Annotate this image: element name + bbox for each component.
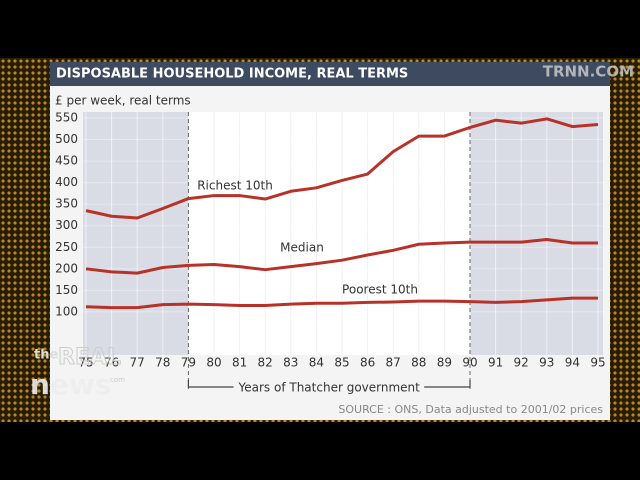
x-tick-label: 89: [437, 356, 452, 370]
x-tick-label: 81: [232, 356, 247, 370]
x-tick-label: 94: [565, 356, 580, 370]
x-tick-label: 86: [360, 356, 375, 370]
x-tick-label: 78: [155, 356, 170, 370]
y-tick-label: 100: [55, 304, 78, 318]
y-tick-label: 300: [55, 218, 78, 232]
highlight-band: [188, 112, 470, 355]
x-tick-label: 87: [386, 356, 401, 370]
x-tick-label: 84: [309, 356, 324, 370]
x-tick-label: 90: [462, 356, 477, 370]
y-tick-label: 150: [55, 283, 78, 297]
x-tick-label: 85: [334, 356, 349, 370]
x-tick-label: 79: [181, 356, 196, 370]
watermark: TRNN.COM: [543, 63, 634, 81]
y-tick-label: 400: [55, 175, 78, 189]
logo-text: the: [34, 348, 58, 363]
y-tick-label: 500: [55, 132, 78, 146]
y-tick-label: 350: [55, 197, 78, 211]
source: SOURCE : ONS, Data adjusted to 2001/02 p…: [338, 403, 603, 416]
logo: the REAL news com: [30, 345, 125, 402]
annotation-text: Years of Thatcher government: [238, 381, 421, 395]
y-tick-label: 550: [55, 111, 78, 125]
x-tick-label: 88: [411, 356, 426, 370]
x-tick-label: 75: [78, 356, 93, 370]
series-line: [85, 296, 598, 310]
x-tick-label: 91: [488, 356, 503, 370]
plot-area: 75 76 77 78 79 80 81 82 83 84 85 86 87 88 89 90 91 92 93 94…: [55, 111, 606, 395]
x-tick-label: 95: [590, 356, 605, 370]
chart-title: DISPOSABLE HOUSEHOLD INCOME, REAL TERMS: [56, 67, 408, 82]
x-tick-label: 92: [514, 356, 529, 370]
title-bar: [50, 62, 610, 86]
x-tick-label: 76: [104, 356, 119, 370]
series-line: [85, 238, 598, 275]
series-label: Median: [280, 241, 324, 255]
y-tick-label: 250: [55, 240, 78, 254]
x-tick-label: 80: [206, 356, 221, 370]
x-tick-label: 93: [539, 356, 554, 370]
series-label: Poorest 10th: [342, 283, 418, 297]
x-tick-label: 82: [258, 356, 273, 370]
y-tick-label: 450: [55, 154, 78, 168]
x-tick-label: 77: [130, 356, 145, 370]
logo-text: news: [30, 368, 111, 401]
logo-text: REAL: [58, 345, 121, 370]
y-tick-label: 200: [55, 261, 78, 275]
y-axis-label: £ per week, real terms: [55, 94, 191, 108]
series-line: [85, 117, 599, 220]
x-tick-label: 83: [283, 356, 298, 370]
series-label: Richest 10th: [197, 179, 273, 193]
annotation-bg: [233, 380, 425, 395]
logo-text: com: [110, 376, 125, 384]
